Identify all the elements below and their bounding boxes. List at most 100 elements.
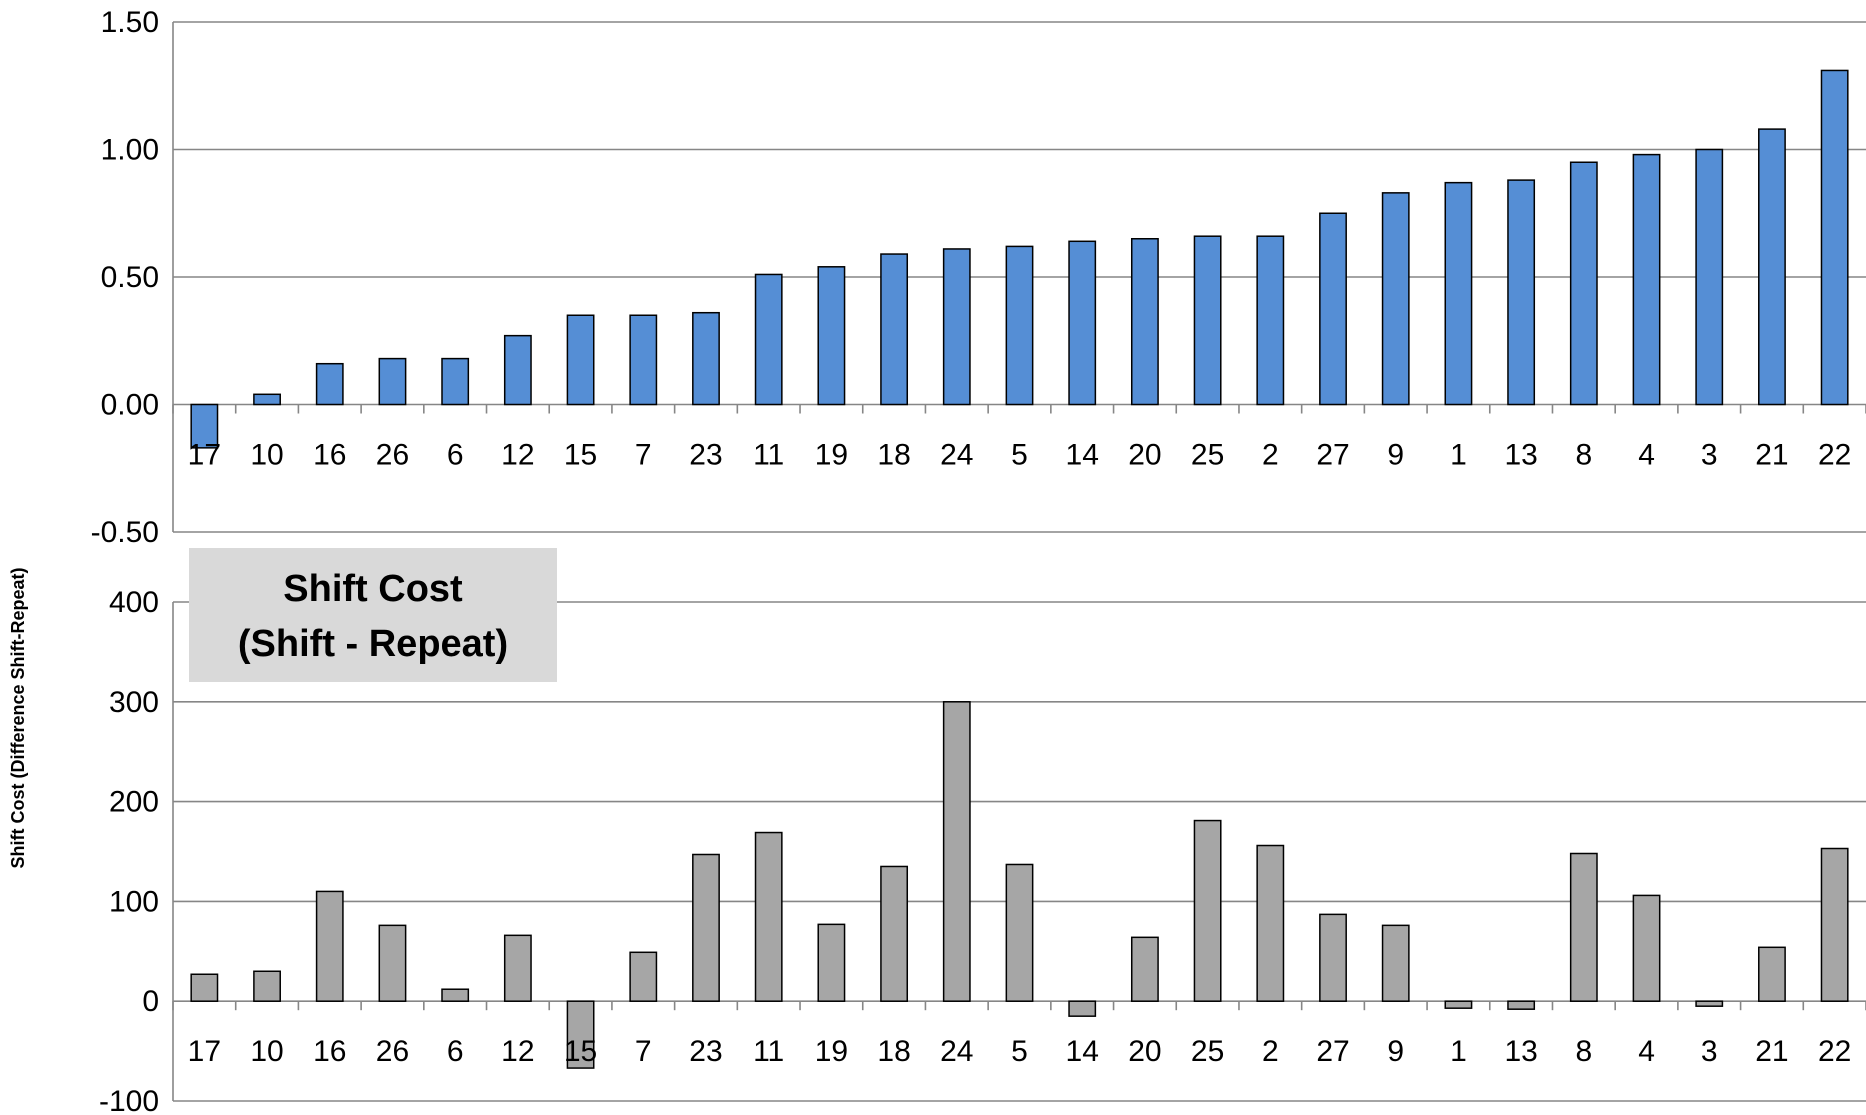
x-tick-label: 11 bbox=[753, 439, 784, 472]
bar bbox=[1068, 240, 1097, 406]
y-axis-label: Shift Cost (Difference Shift-Repeat) bbox=[8, 567, 28, 868]
x-tick-label: 25 bbox=[1191, 439, 1224, 472]
bar bbox=[1758, 128, 1786, 406]
bar bbox=[315, 890, 344, 1002]
x-tick-label: 23 bbox=[689, 439, 722, 472]
y-tick-label: -100 bbox=[99, 1085, 159, 1115]
x-tick-label: 24 bbox=[940, 439, 973, 472]
x-tick-label: 16 bbox=[313, 1035, 346, 1068]
x-tick-label: 14 bbox=[1066, 1035, 1099, 1068]
bar bbox=[1507, 1000, 1536, 1010]
bar bbox=[378, 357, 407, 406]
bar bbox=[1632, 894, 1661, 1002]
bar bbox=[190, 973, 219, 1002]
bar bbox=[880, 865, 909, 1002]
y-tick-label: 0.50 bbox=[101, 261, 159, 294]
bar bbox=[1444, 181, 1473, 406]
y-tick-label: 0 bbox=[142, 985, 159, 1018]
y-tick-label: 100 bbox=[109, 885, 159, 918]
x-tick-label: 20 bbox=[1128, 439, 1161, 472]
x-tick-label: 2 bbox=[1262, 1035, 1279, 1068]
bar bbox=[1256, 235, 1285, 406]
bar bbox=[1319, 913, 1347, 1002]
x-tick-label: 7 bbox=[635, 439, 652, 472]
bar bbox=[629, 951, 658, 1002]
x-tick-label: 10 bbox=[250, 439, 283, 472]
bar bbox=[1193, 235, 1222, 406]
x-tick-label: 16 bbox=[313, 439, 346, 472]
bar bbox=[315, 362, 344, 406]
bar bbox=[1569, 852, 1598, 1002]
bar bbox=[503, 334, 532, 406]
x-tick-label: 2 bbox=[1262, 439, 1279, 472]
bar bbox=[503, 934, 532, 1002]
x-tick-label: 1 bbox=[1450, 439, 1467, 472]
x-tick-label: 6 bbox=[447, 439, 464, 472]
x-tick-label: 26 bbox=[376, 1035, 409, 1068]
bar bbox=[942, 701, 971, 1002]
bar bbox=[1569, 161, 1598, 406]
chart-title-line-1: Shift Cost bbox=[283, 568, 463, 610]
x-tick-label: 19 bbox=[815, 439, 848, 472]
bar bbox=[441, 357, 470, 406]
x-tick-label: 22 bbox=[1818, 439, 1851, 472]
bar bbox=[1632, 153, 1661, 406]
x-tick-label: 23 bbox=[689, 1035, 722, 1068]
bar bbox=[566, 314, 595, 406]
y-tick-label: 1.00 bbox=[101, 134, 159, 167]
x-tick-label: 5 bbox=[1011, 439, 1028, 472]
x-tick-label: 7 bbox=[635, 1035, 652, 1068]
y-tick-label: -0.50 bbox=[91, 516, 159, 549]
x-tick-label: 24 bbox=[940, 1035, 973, 1068]
x-tick-label: 27 bbox=[1316, 1035, 1349, 1068]
bar bbox=[1820, 69, 1849, 406]
x-tick-label: 15 bbox=[564, 1035, 597, 1068]
bar bbox=[942, 248, 971, 406]
bar bbox=[754, 273, 783, 406]
x-tick-label: 21 bbox=[1755, 439, 1788, 472]
x-tick-label: 27 bbox=[1316, 439, 1349, 472]
bar bbox=[190, 403, 219, 449]
x-tick-label: 4 bbox=[1638, 1035, 1655, 1068]
x-tick-label: 20 bbox=[1128, 1035, 1161, 1068]
x-tick-label: 13 bbox=[1504, 439, 1537, 472]
y-tick-label: 400 bbox=[109, 586, 159, 619]
x-tick-label: 13 bbox=[1504, 1035, 1537, 1068]
bar bbox=[817, 923, 846, 1002]
x-tick-label: 17 bbox=[188, 439, 221, 472]
x-tick-label: 5 bbox=[1011, 1035, 1028, 1068]
x-tick-label: 22 bbox=[1818, 1035, 1851, 1068]
y-tick-label: 0.00 bbox=[101, 389, 159, 422]
x-tick-label: 8 bbox=[1575, 439, 1592, 472]
x-tick-label: 17 bbox=[188, 1035, 221, 1068]
bar bbox=[692, 311, 720, 406]
shift-cost-title-box: Shift Cost (Shift - Repeat) bbox=[189, 548, 557, 682]
x-tick-label: 12 bbox=[501, 439, 534, 472]
bar bbox=[1381, 192, 1410, 406]
x-tick-label: 25 bbox=[1191, 1035, 1224, 1068]
bar bbox=[1444, 1000, 1473, 1009]
x-tick-label: 18 bbox=[877, 1035, 910, 1068]
bar bbox=[566, 1000, 595, 1069]
x-tick-label: 1 bbox=[1450, 1035, 1467, 1068]
bar bbox=[880, 253, 909, 406]
x-tick-label: 3 bbox=[1701, 1035, 1718, 1068]
x-tick-label: 18 bbox=[877, 439, 910, 472]
x-tick-label: 26 bbox=[376, 439, 409, 472]
y-tick-label: 200 bbox=[109, 786, 159, 819]
bar bbox=[1005, 863, 1034, 1002]
x-tick-label: 11 bbox=[753, 1035, 784, 1068]
x-tick-label: 21 bbox=[1755, 1035, 1788, 1068]
bar bbox=[1695, 1000, 1724, 1007]
x-tick-label: 3 bbox=[1701, 439, 1718, 472]
bar bbox=[1695, 148, 1724, 406]
bar bbox=[754, 831, 783, 1002]
y-tick-label: 300 bbox=[109, 686, 159, 719]
bar bbox=[629, 314, 658, 406]
x-tick-label: 14 bbox=[1066, 439, 1099, 472]
bar bbox=[1256, 844, 1285, 1002]
bar bbox=[1319, 212, 1347, 406]
x-tick-label: 15 bbox=[564, 439, 597, 472]
